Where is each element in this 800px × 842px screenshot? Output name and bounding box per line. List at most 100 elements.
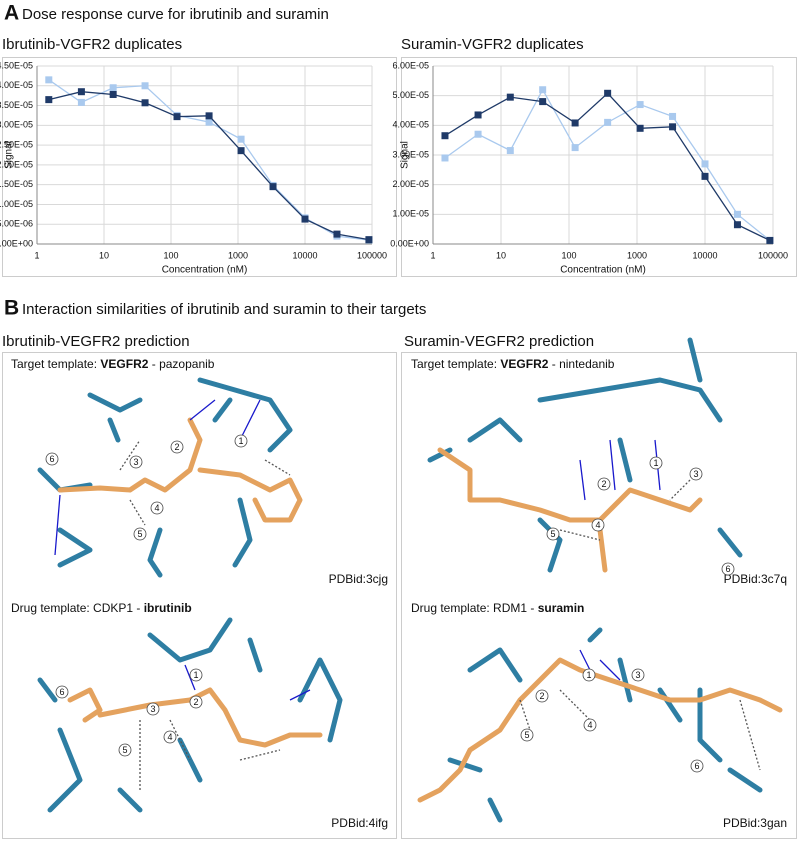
data-point — [77, 98, 85, 106]
caption: Drug template: CDKP1 - ibrutinib — [11, 601, 192, 615]
data-point — [205, 118, 213, 126]
caption-bold: ibrutinib — [144, 601, 192, 615]
caption: Target template: VEGFR2 - nintedanib — [411, 357, 615, 371]
y-tick-label: 2.00E-05 — [0, 159, 33, 169]
caption-bold: VEGFR2 — [500, 357, 548, 371]
marker-label: 1 — [193, 670, 198, 680]
caption-bold: VEGFR2 — [100, 357, 148, 371]
marker-circle — [189, 695, 203, 709]
residue-sticks — [447, 627, 763, 823]
x-tick-label: 10000 — [692, 250, 717, 260]
caption-bold: suramin — [538, 601, 585, 615]
y-tick-label: 4.00E-05 — [392, 120, 429, 130]
y-tick-label: 4.00E-05 — [0, 80, 33, 90]
y-axis-label: Signal — [400, 141, 411, 169]
pdb-id: PDBid:3c7q — [724, 572, 787, 586]
x-tick-label: 10000 — [292, 250, 317, 260]
marker-label: 5 — [122, 745, 127, 755]
marker-label: 4 — [595, 520, 600, 530]
y-tick-label: 1.00E-05 — [0, 199, 33, 209]
data-point — [109, 84, 117, 92]
data-point — [269, 183, 277, 191]
marker-circle — [146, 702, 160, 716]
pdb-id: PDBid:3gan — [723, 816, 787, 830]
marker-circle — [689, 467, 703, 481]
marker-label: 1 — [586, 670, 591, 680]
caption-text: Drug template: RDM1 - — [411, 601, 538, 615]
marker-label: 4 — [154, 503, 159, 513]
marker-circle — [234, 434, 248, 448]
data-point — [474, 111, 482, 119]
marker-circle — [520, 728, 534, 742]
residue-sticks — [427, 337, 743, 573]
pdb-id: PDBid:4ifg — [331, 816, 388, 830]
molecule-render — [37, 337, 783, 823]
marker-circle — [55, 685, 69, 699]
marker-label: 2 — [539, 691, 544, 701]
data-point — [733, 221, 741, 229]
x-tick-label: 1 — [34, 250, 39, 260]
panel-title: Interaction similarities of ibrutinib an… — [22, 301, 426, 318]
panel-letter: B — [4, 297, 19, 320]
marker-label: 6 — [59, 687, 64, 697]
data-point — [604, 89, 612, 97]
ligand-sticks — [437, 447, 703, 573]
y-tick-label: 0.00E+00 — [390, 238, 429, 248]
data-point — [365, 236, 373, 244]
marker-circle — [546, 527, 560, 541]
caption-text: Drug template: CDKP1 - — [11, 601, 144, 615]
y-tick-label: 2.50E-05 — [0, 139, 33, 149]
marker-circle — [535, 689, 549, 703]
data-point — [333, 230, 341, 238]
marker-label: 2 — [193, 697, 198, 707]
marker-label: 3 — [635, 670, 640, 680]
data-point — [237, 147, 245, 155]
y-tick-label: 5.00E-05 — [392, 90, 429, 100]
marker-label: 4 — [587, 720, 592, 730]
y-tick-label: 5.00E-06 — [0, 219, 33, 229]
y-tick-label: 6.00E-05 — [392, 60, 429, 70]
marker-label: 5 — [524, 730, 529, 740]
data-point — [45, 76, 53, 84]
caption-text: Target template: — [411, 357, 500, 371]
y-tick-label: 1.00E-05 — [392, 209, 429, 219]
x-tick-label: 10 — [496, 250, 506, 260]
data-point — [441, 154, 449, 162]
y-tick-label: 4.50E-05 — [0, 60, 33, 70]
image-frame — [401, 352, 797, 839]
data-point — [604, 118, 612, 126]
caption: Target template: VEGFR2 - pazopanib — [11, 357, 215, 371]
x-tick-label: 1000 — [228, 250, 248, 260]
data-point — [669, 123, 677, 131]
caption: Drug template: RDM1 - suramin — [411, 601, 584, 615]
marker-label: 3 — [133, 457, 138, 467]
y-tick-label: 3.50E-05 — [0, 100, 33, 110]
x-axis-label: Concentration (nM) — [162, 265, 248, 276]
marker-label: 6 — [694, 761, 699, 771]
data-point — [636, 101, 644, 109]
marker-circle — [597, 477, 611, 491]
marker-circle — [150, 501, 164, 515]
series-line — [444, 88, 771, 241]
ligand-sticks — [57, 417, 303, 523]
x-tick-label: 100 — [561, 250, 576, 260]
marker-label: 3 — [693, 469, 698, 479]
data-point — [301, 215, 309, 223]
marker-circle — [189, 668, 203, 682]
marker-label: 1 — [238, 436, 243, 446]
panel-title: Dose response curve for ibrutinib and su… — [22, 6, 329, 23]
y-tick-label: 2.00E-05 — [392, 179, 429, 189]
data-point — [109, 90, 117, 98]
column-title: Suramin-VEGFR2 prediction — [404, 333, 594, 350]
marker-label: 6 — [49, 454, 54, 464]
marker-circle — [45, 452, 59, 466]
ligand-sticks — [417, 657, 783, 803]
x-tick-label: 100 — [163, 250, 178, 260]
data-point — [205, 112, 213, 120]
marker-label: 2 — [601, 479, 606, 489]
pdb-id: PDBid:3cjg — [329, 572, 388, 586]
marker-circle — [591, 518, 605, 532]
interaction-lines — [119, 439, 291, 526]
marker-circle — [133, 527, 147, 541]
data-point — [766, 236, 774, 244]
